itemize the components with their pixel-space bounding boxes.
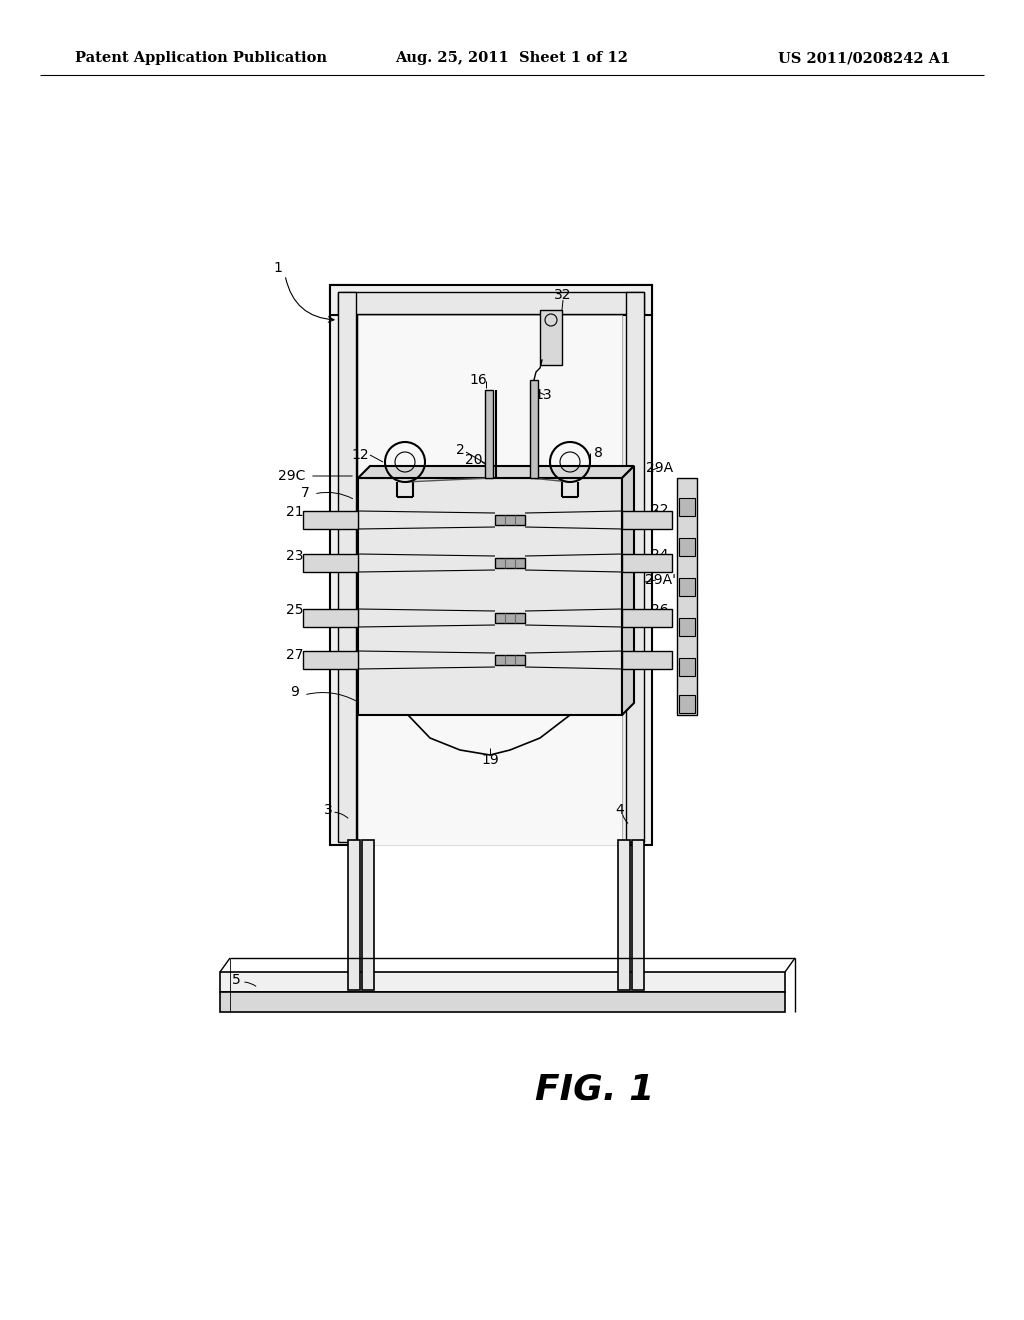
Polygon shape (220, 972, 785, 993)
Bar (330, 285, 358, 845)
Bar (622, 609, 672, 627)
Bar (679, 618, 695, 636)
Bar (358, 478, 622, 715)
Text: 29C: 29C (279, 469, 306, 483)
Bar (362, 840, 374, 990)
Bar (618, 840, 630, 990)
Text: FIG. 1: FIG. 1 (536, 1073, 654, 1107)
Bar (679, 657, 695, 676)
Bar (303, 609, 358, 627)
Text: Aug. 25, 2011  Sheet 1 of 12: Aug. 25, 2011 Sheet 1 of 12 (395, 51, 629, 65)
Text: 22: 22 (651, 503, 669, 517)
Bar (622, 285, 652, 845)
Bar (632, 840, 644, 990)
Bar (679, 539, 695, 556)
Bar (303, 554, 358, 572)
Text: 20: 20 (465, 453, 482, 467)
Bar (677, 478, 697, 715)
Bar (348, 840, 360, 990)
Bar (679, 696, 695, 713)
Text: 18: 18 (514, 598, 531, 612)
Text: 32: 32 (554, 288, 571, 302)
Bar (330, 285, 652, 315)
Bar (540, 310, 562, 366)
Text: 1: 1 (273, 261, 283, 275)
Bar (679, 498, 695, 516)
Bar (495, 655, 525, 665)
Bar (303, 651, 358, 669)
Text: 5: 5 (231, 973, 241, 987)
Text: 19: 19 (481, 752, 499, 767)
Bar (495, 612, 525, 623)
Text: 2: 2 (456, 444, 464, 457)
Text: 23: 23 (287, 549, 304, 564)
Text: 26: 26 (651, 603, 669, 616)
Bar (622, 554, 672, 572)
Text: 13: 13 (535, 388, 552, 403)
Bar (622, 651, 672, 669)
Text: 8: 8 (594, 446, 602, 459)
Polygon shape (622, 466, 634, 715)
Text: 9: 9 (291, 685, 299, 700)
Bar (622, 511, 672, 529)
Text: 29A': 29A' (644, 573, 676, 587)
Text: 4: 4 (615, 803, 625, 817)
Text: 3: 3 (324, 803, 333, 817)
Bar (530, 380, 538, 478)
Polygon shape (358, 466, 634, 478)
Bar (303, 511, 358, 529)
Bar (679, 578, 695, 597)
Bar (485, 389, 493, 478)
Text: Patent Application Publication: Patent Application Publication (75, 51, 327, 65)
Bar (358, 315, 622, 845)
Bar (626, 292, 644, 842)
Bar (495, 558, 525, 568)
Text: 27: 27 (287, 648, 304, 663)
Text: 28: 28 (651, 649, 669, 664)
Text: US 2011/0208242 A1: US 2011/0208242 A1 (777, 51, 950, 65)
Bar (495, 515, 525, 525)
Text: 24: 24 (651, 548, 669, 562)
Text: 17: 17 (514, 539, 531, 552)
Text: 29A: 29A (646, 461, 674, 475)
Text: 12: 12 (351, 447, 369, 462)
Text: 21: 21 (286, 506, 304, 519)
Text: 25: 25 (287, 603, 304, 616)
Bar (338, 292, 356, 842)
Polygon shape (220, 993, 785, 1012)
Bar (338, 292, 644, 314)
Text: 7: 7 (301, 486, 309, 500)
Text: 16: 16 (469, 374, 486, 387)
